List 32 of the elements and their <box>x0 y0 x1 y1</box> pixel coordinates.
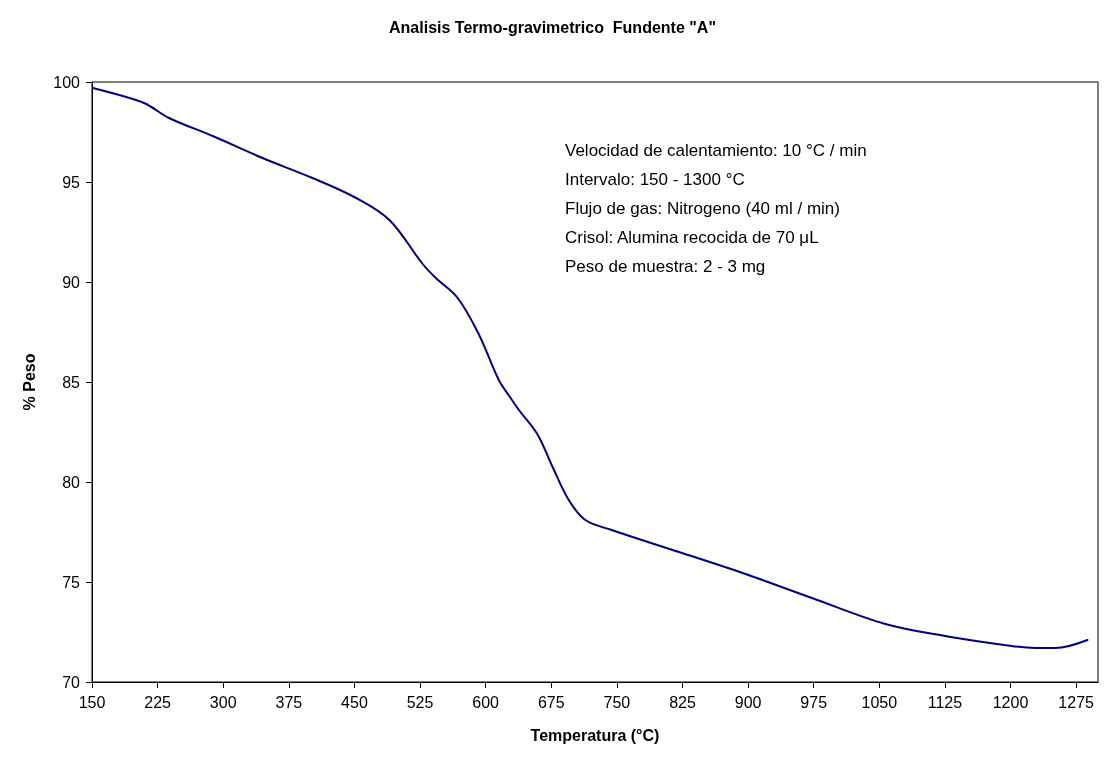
x-axis-title: Temperatura (°C) <box>530 726 660 744</box>
x-tick-label: 600 <box>472 693 500 711</box>
x-tick-label: 1050 <box>861 693 898 711</box>
annotation: Crisol: Alumina recocida de 70 μL <box>565 228 819 247</box>
y-tick-label: 75 <box>62 573 81 591</box>
x-tick-label: 750 <box>603 693 631 711</box>
y-tick-label: 90 <box>62 273 81 291</box>
chart-title: Analisis Termo-gravimetrico Fundente "A" <box>389 18 716 36</box>
x-tick-label: 375 <box>275 693 303 711</box>
y-tick-label: 100 <box>53 73 81 91</box>
x-tick-label: 900 <box>734 693 762 711</box>
y-tick-label: 80 <box>62 473 81 491</box>
annotation: Velocidad de calentamiento: 10 °C / min <box>565 141 867 160</box>
x-tick-label: 675 <box>537 693 565 711</box>
y-tick-label: 85 <box>62 373 81 391</box>
x-tick-label: 300 <box>209 693 237 711</box>
x-tick-label: 1125 <box>927 693 963 711</box>
x-tick-label: 825 <box>669 693 696 711</box>
annotation: Flujo de gas: Nitrogeno (40 ml / min) <box>565 199 840 218</box>
x-tick-label: 225 <box>144 693 172 711</box>
annotation: Intervalo: 150 - 1300 °C <box>565 170 745 189</box>
annotation: Peso de muestra: 2 - 3 mg <box>565 257 766 276</box>
line-series <box>91 87 1089 649</box>
x-tick-label: 150 <box>78 693 106 711</box>
x-tick-label: 450 <box>341 693 368 711</box>
y-tick-label: 95 <box>62 173 81 191</box>
y-axis-title: % Peso <box>20 353 38 411</box>
x-tick-label: 975 <box>800 693 828 711</box>
y-tick-label: 70 <box>62 673 81 691</box>
x-tick-label: 525 <box>406 693 434 711</box>
x-tick-label: 1275 <box>1058 693 1095 711</box>
x-tick-label: 1200 <box>992 693 1029 711</box>
